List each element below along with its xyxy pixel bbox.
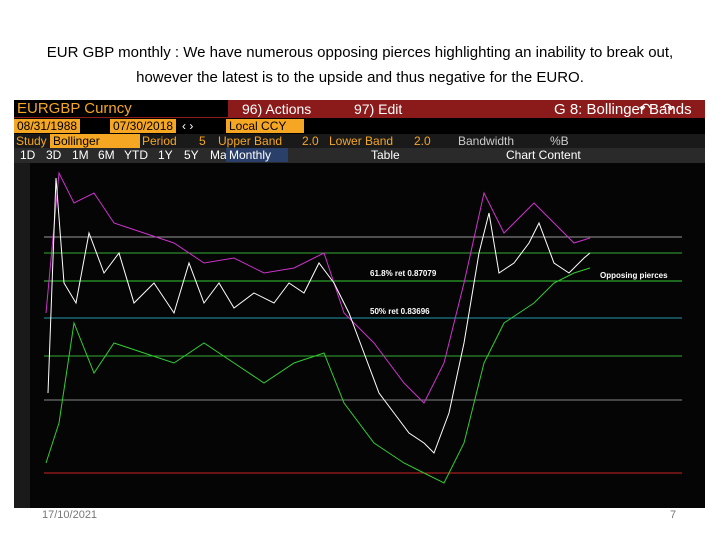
terminal-screenshot: EURGBP Curncy 96) Actions 97) Edit G 8: …	[14, 100, 705, 508]
retracement-lines	[44, 236, 682, 474]
period[interactable]: 5	[199, 134, 206, 148]
frequency[interactable]: Monthly	[226, 148, 288, 162]
start-date[interactable]: 08/31/1988	[14, 119, 81, 133]
slide-title: EUR GBP monthly : We have numerous oppos…	[46, 44, 674, 86]
slide-date: 17/10/2021	[42, 509, 98, 521]
range-bar: 1D 3D 1M 6M YTD 1Y 5Y Max Monthly Table Chart C…	[14, 148, 705, 163]
date-bar: 08/31/1988 07/30/2018 ‹ › Local CCY	[14, 118, 705, 134]
range-button[interactable]: YTD	[124, 148, 148, 162]
study-bar: Study Bollinger Period 5 Upper Band 2.0 …	[14, 134, 705, 148]
range-button[interactable]: 5Y	[184, 148, 199, 162]
tool-panel	[14, 163, 30, 508]
range-button[interactable]: 1M	[72, 148, 89, 162]
study[interactable]: Bollinger	[50, 134, 140, 148]
lower[interactable]: 2.0	[414, 134, 431, 148]
range-button[interactable]: 1Y	[158, 148, 173, 162]
upper-label: Upper Band	[218, 134, 283, 148]
lower-band	[45, 267, 591, 484]
annotation: Opposing pierces	[600, 271, 668, 280]
period-label: Period	[142, 134, 177, 148]
actions-menu[interactable]: 96) Actions	[242, 101, 312, 117]
annotation: 50% ret 0.83696	[370, 307, 430, 316]
currency[interactable]: Local CCY	[226, 119, 304, 133]
chart-background	[14, 163, 705, 508]
pctb[interactable]: %B	[550, 134, 569, 148]
nav-icons[interactable]: ↶ ↷	[639, 100, 675, 116]
range-button[interactable]: 3D	[46, 148, 62, 162]
lower-label: Lower Band	[329, 134, 394, 148]
annotation: 61.8% ret 0.87079	[370, 269, 437, 278]
table-button[interactable]: Table	[371, 148, 400, 162]
range-button[interactable]: 6M	[98, 148, 115, 162]
nav-buttons[interactable]: ‹ ›	[182, 119, 194, 133]
end-date[interactable]: 07/30/2018	[110, 119, 177, 133]
bandwidth[interactable]: Bandwidth	[458, 134, 515, 148]
slide-number: 7	[670, 509, 677, 521]
ticker[interactable]: EURGBP Curncy	[14, 100, 228, 117]
chart-content-button[interactable]: Chart Content	[506, 148, 581, 162]
price-chart: 61.8% ret 0.87079 50% ret 0.83696 Opposi…	[14, 163, 705, 508]
edit-menu[interactable]: 97) Edit	[354, 101, 403, 117]
price-line	[47, 177, 591, 454]
study-label: Study	[16, 134, 47, 148]
header-bar: EURGBP Curncy 96) Actions 97) Edit G 8: …	[14, 100, 705, 118]
function-name: G 8: Bollinger Bands	[554, 101, 692, 118]
range-button[interactable]: 1D	[20, 148, 36, 162]
upper[interactable]: 2.0	[302, 134, 319, 148]
